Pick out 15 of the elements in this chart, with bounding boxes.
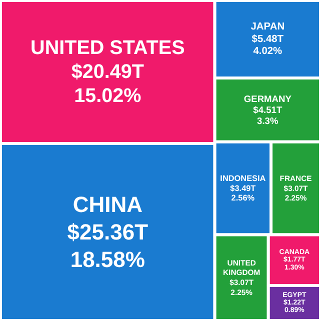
data-label: 15.02% — [74, 85, 142, 108]
category-label: GERMANY — [244, 94, 292, 104]
data-label: $20.49T — [71, 61, 144, 84]
data-label: $3.49T — [230, 184, 256, 193]
data-label: 4.02% — [253, 46, 282, 57]
data-label: 18.58% — [70, 247, 145, 272]
category-label: JAPAN — [250, 22, 285, 33]
category-label: INDONESIA — [220, 174, 266, 183]
data-label: $4.51T — [253, 104, 282, 115]
data-label: $5.48T — [252, 34, 284, 45]
category-label: CHINA — [72, 192, 143, 218]
data-label: 2.56% — [231, 194, 256, 203]
data-label: $25.36T — [67, 220, 149, 245]
data-label: 3.3% — [257, 116, 279, 126]
category-label: UNITED STATES — [30, 36, 185, 59]
